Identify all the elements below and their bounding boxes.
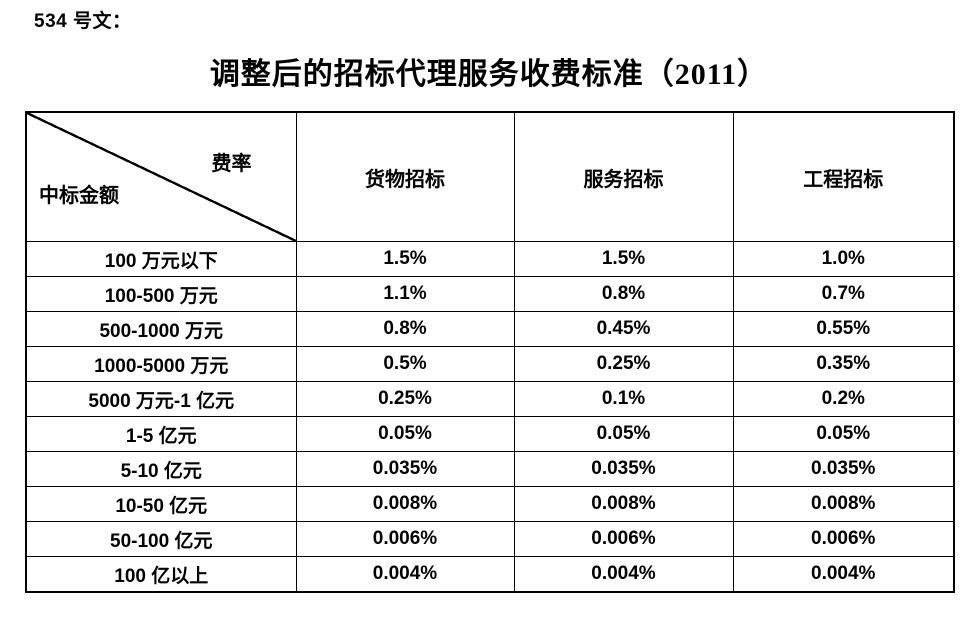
- row-label-amount-range: 50-100 亿元: [25, 521, 297, 557]
- row-label-amount-range: 5-10 亿元: [25, 451, 297, 487]
- rate-value-cell: 0.035%: [295, 451, 515, 487]
- rate-value-cell: 0.004%: [295, 556, 515, 593]
- rate-value-cell: 1.5%: [295, 241, 515, 277]
- doc-number-label: 534 号文：: [34, 11, 132, 32]
- rate-value-cell: 0.8%: [295, 311, 515, 347]
- rate-value-cell: 0.2%: [732, 381, 955, 417]
- rate-value-cell: 0.004%: [732, 556, 955, 593]
- row-label-amount-range: 500-1000 万元: [25, 311, 297, 347]
- column-header-engineering: 工程招标: [732, 111, 955, 242]
- rate-value-cell: 0.1%: [513, 381, 734, 417]
- table-row: 50-100 亿元 0.006% 0.006% 0.006%: [25, 521, 955, 557]
- rate-value-cell: 0.7%: [732, 276, 955, 312]
- page-title: 调整后的招标代理服务收费标准（2011）: [209, 58, 769, 91]
- table-row: 10-50 亿元 0.008% 0.008% 0.008%: [25, 486, 955, 522]
- row-label-amount-range: 5000 万元-1 亿元: [25, 381, 297, 417]
- corner-label-rate: 费率: [211, 153, 252, 175]
- rate-value-cell: 0.035%: [732, 451, 955, 487]
- row-label-amount-range: 1-5 亿元: [25, 416, 297, 452]
- rate-value-cell: 0.05%: [513, 416, 734, 452]
- row-label-amount-range: 100 亿以上: [25, 556, 297, 593]
- rate-value-cell: 0.006%: [513, 521, 734, 557]
- rate-value-cell: 0.8%: [513, 276, 734, 312]
- table-row: 100 万元以下 1.5% 1.5% 1.0%: [25, 241, 955, 277]
- rate-value-cell: 0.05%: [732, 416, 955, 452]
- rate-value-cell: 0.55%: [732, 311, 955, 347]
- table-row: 1-5 亿元 0.05% 0.05% 0.05%: [25, 416, 955, 452]
- rate-value-cell: 1.1%: [295, 276, 515, 312]
- fee-table: 费率 中标金额 货物招标 服务招标 工程招标 100 万元以下 1.5% 1.5% 1…: [25, 111, 955, 593]
- rate-value-cell: 0.008%: [732, 486, 955, 522]
- header-row: 费率 中标金额 货物招标 服务招标 工程招标: [25, 111, 955, 242]
- rate-value-cell: 0.004%: [513, 556, 734, 593]
- row-label-amount-range: 1000-5000 万元: [25, 346, 297, 382]
- rate-value-cell: 0.035%: [513, 451, 734, 487]
- table-row: 5-10 亿元 0.035% 0.035% 0.035%: [25, 451, 955, 487]
- corner-label-bid-amount: 中标金额: [39, 185, 119, 207]
- rate-value-cell: 0.25%: [295, 381, 515, 417]
- rate-value-cell: 1.0%: [732, 241, 955, 277]
- row-label-amount-range: 10-50 亿元: [25, 486, 297, 522]
- rate-value-cell: 0.25%: [513, 346, 734, 382]
- row-label-amount-range: 100-500 万元: [25, 276, 297, 312]
- column-header-goods: 货物招标: [295, 111, 515, 242]
- rate-value-cell: 0.006%: [295, 521, 515, 557]
- diagonal-divider-line: [27, 113, 295, 241]
- table-body: 100 万元以下 1.5% 1.5% 1.0% 100-500 万元 1.1% 0.8% 0.…: [25, 241, 955, 593]
- table-row: 500-1000 万元 0.8% 0.45% 0.55%: [25, 311, 955, 347]
- rate-value-cell: 0.45%: [513, 311, 734, 347]
- rate-value-cell: 0.006%: [732, 521, 955, 557]
- rate-value-cell: 0.05%: [295, 416, 515, 452]
- table-row: 100-500 万元 1.1% 0.8% 0.7%: [25, 276, 955, 312]
- rate-value-cell: 0.008%: [295, 486, 515, 522]
- rate-value-cell: 0.5%: [295, 346, 515, 382]
- table-row: 100 亿以上 0.004% 0.004% 0.004%: [25, 556, 955, 593]
- table-row: 5000 万元-1 亿元 0.25% 0.1% 0.2%: [25, 381, 955, 417]
- rate-value-cell: 0.35%: [732, 346, 955, 382]
- row-label-amount-range: 100 万元以下: [25, 241, 297, 277]
- column-header-services: 服务招标: [513, 111, 734, 242]
- corner-header-cell: 费率 中标金额: [25, 111, 297, 242]
- rate-value-cell: 1.5%: [513, 241, 734, 277]
- table-row: 1000-5000 万元 0.5% 0.25% 0.35%: [25, 346, 955, 382]
- rate-value-cell: 0.008%: [513, 486, 734, 522]
